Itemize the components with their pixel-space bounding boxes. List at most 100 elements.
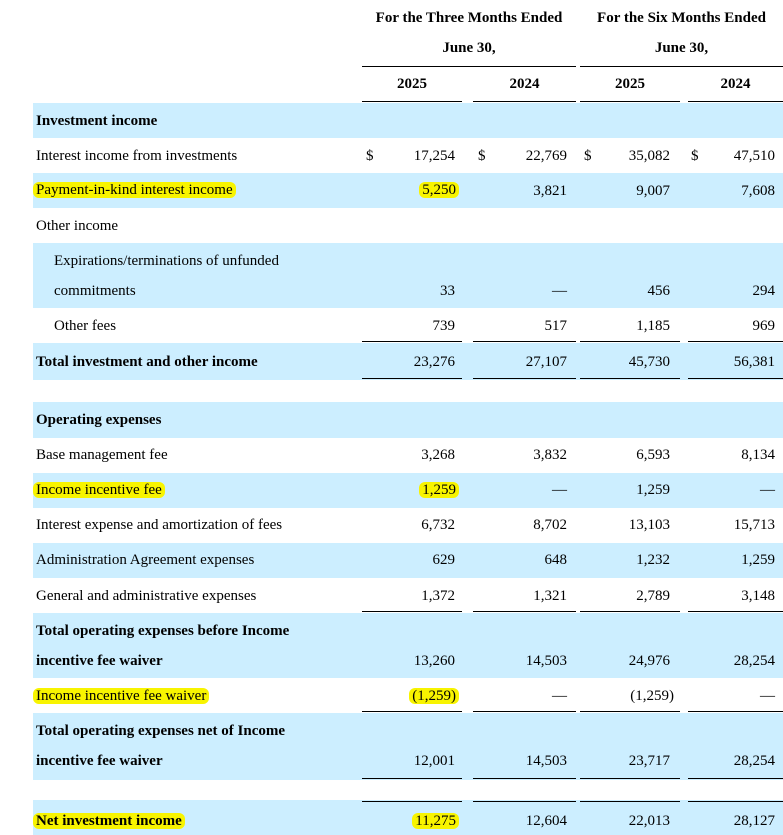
row-label-total-before-waiver: Total operating expenses before Income	[36, 623, 290, 639]
value-cell: 24,976	[628, 653, 670, 669]
value-cell: 14,503	[525, 653, 567, 669]
year-rule	[362, 101, 462, 102]
value-cell: 9,007	[636, 183, 670, 199]
value-cell: 294	[752, 283, 776, 299]
six-months-header: For the Six Months Ended	[597, 10, 766, 26]
subtotal-rule	[473, 711, 576, 712]
value-cell: (1,259)	[630, 688, 674, 704]
value-cell: 3,821	[533, 183, 567, 199]
section-operating-expenses: Operating expenses	[36, 412, 162, 428]
value-cell: 22,013	[628, 813, 670, 829]
subtotal-rule	[688, 341, 783, 342]
total-rule	[473, 378, 576, 379]
value-cell: 6,732	[421, 517, 455, 533]
value-cell: 3,268	[421, 447, 455, 463]
value-cell: 13,103	[628, 517, 670, 533]
value-cell: 2,789	[636, 588, 670, 604]
value-cell: 47,510	[733, 148, 775, 164]
currency-symbol: $	[691, 148, 699, 164]
row-label-total-net-waiver: Total operating expenses net of Income	[36, 723, 286, 739]
row-label-other-fees: Other fees	[54, 318, 117, 334]
value-cell: 517	[544, 318, 568, 334]
row-label-net-investment-income: Net investment income	[33, 813, 185, 830]
row-label-general-admin: General and administrative expenses	[36, 588, 257, 604]
value-cell: —	[552, 283, 567, 299]
value-cell: 13,260	[413, 653, 455, 669]
currency-symbol: $	[478, 148, 486, 164]
row-label-admin-agreement: Administration Agreement expenses	[36, 552, 255, 568]
value-cell: 23,276	[413, 354, 455, 370]
total-rule	[688, 778, 783, 779]
row-label-pik-interest: Payment-in-kind interest income	[33, 182, 236, 199]
value-cell: 8,134	[741, 447, 775, 463]
row-band	[33, 543, 783, 578]
value-cell: 3,832	[533, 447, 567, 463]
value-cell: 27,107	[525, 354, 567, 370]
row-label-fee-waiver: Income incentive fee waiver	[33, 688, 210, 705]
value-cell: 33	[440, 283, 455, 299]
value-cell: 456	[647, 283, 671, 299]
total-rule	[362, 778, 462, 779]
total-rule	[580, 801, 680, 802]
value-cell: 35,082	[628, 148, 670, 164]
subtotal-rule	[362, 711, 462, 712]
value-cell: 7,608	[741, 183, 775, 199]
year-header: 2025	[615, 76, 645, 92]
value-cell: 12,604	[525, 813, 567, 829]
value-cell: 17,254	[413, 148, 455, 164]
six-months-date: June 30,	[654, 40, 709, 56]
row-label-commitments: commitments	[54, 283, 136, 299]
value-cell: 23,717	[628, 753, 670, 769]
value-cell-highlighted: 5,250	[419, 182, 459, 199]
subtotal-rule	[362, 611, 462, 612]
subtotal-rule	[473, 611, 576, 612]
header-rule	[362, 66, 576, 67]
value-cell: 1,259	[636, 482, 670, 498]
row-label-incentive-fee: Income incentive fee	[33, 482, 165, 499]
row-label-total-before-waiver-2: incentive fee waiver	[36, 653, 163, 669]
value-cell: 28,254	[733, 753, 775, 769]
value-cell-highlighted: 11,275	[412, 813, 459, 830]
currency-symbol: $	[366, 148, 374, 164]
year-rule	[688, 101, 783, 102]
value-cell: 1,232	[636, 552, 670, 568]
value-cell: 3,148	[741, 588, 775, 604]
total-rule	[362, 801, 462, 802]
value-cell: 15,713	[733, 517, 775, 533]
row-band	[33, 343, 783, 380]
total-rule	[580, 378, 680, 379]
three-months-date: June 30,	[442, 40, 496, 56]
value-cell: 45,730	[628, 354, 670, 370]
value-cell: 1,372	[421, 588, 455, 604]
subtotal-rule	[580, 611, 680, 612]
value-cell: —	[760, 688, 775, 704]
year-header: 2024	[509, 76, 540, 92]
three-months-header: For the Three Months Ended	[375, 10, 563, 26]
row-label-interest-expense: Interest expense and amortization of fee…	[36, 517, 283, 533]
row-band	[33, 103, 783, 138]
header-rule	[580, 66, 783, 67]
value-cell: 14,503	[525, 753, 567, 769]
row-label-base-fee: Base management fee	[36, 447, 168, 463]
row-band	[33, 613, 783, 678]
total-rule	[473, 778, 576, 779]
value-cell-highlighted: (1,259)	[409, 688, 459, 705]
total-rule	[362, 378, 462, 379]
row-label-expirations: Expirations/terminations of unfunded	[54, 253, 279, 269]
value-cell: 28,254	[733, 653, 775, 669]
row-label-other-income: Other income	[36, 218, 119, 234]
value-cell: 648	[544, 552, 568, 568]
year-header: 2024	[720, 76, 751, 92]
value-cell: 56,381	[733, 354, 775, 370]
value-cell: 28,127	[733, 813, 775, 829]
subtotal-rule	[473, 341, 576, 342]
value-cell: 629	[432, 552, 456, 568]
value-cell: —	[552, 482, 567, 498]
value-cell: —	[552, 688, 567, 704]
total-rule	[580, 778, 680, 779]
year-rule	[580, 101, 680, 102]
row-label-total-net-waiver-2: incentive fee waiver	[36, 753, 163, 769]
value-cell: 1,185	[636, 318, 670, 334]
subtotal-rule	[688, 711, 783, 712]
value-cell: 6,593	[636, 447, 670, 463]
